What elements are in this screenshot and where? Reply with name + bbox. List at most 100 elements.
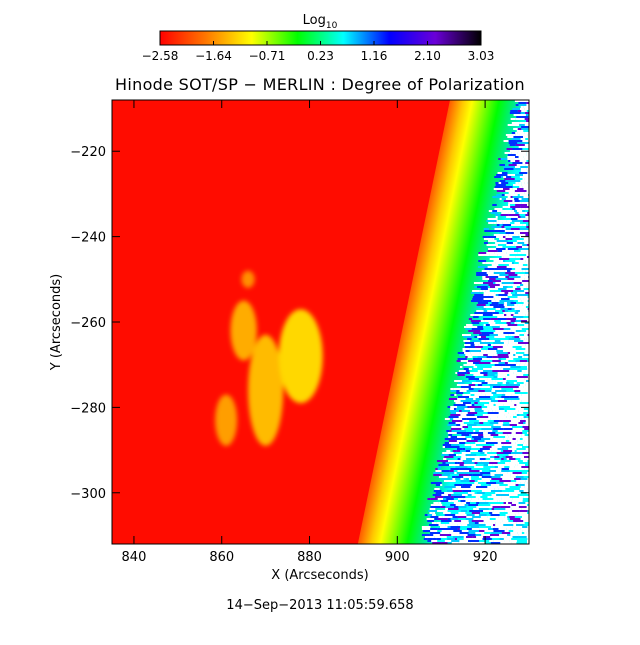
noise-streak xyxy=(482,446,492,448)
noise-streak xyxy=(508,334,511,336)
noise-streak xyxy=(433,502,439,504)
noise-streak xyxy=(512,208,516,210)
noise-streak xyxy=(505,236,513,238)
noise-streak xyxy=(458,542,468,544)
noise-streak xyxy=(519,456,525,458)
noise-streak xyxy=(496,194,502,196)
noise-streak xyxy=(483,370,493,372)
noise-streak xyxy=(524,318,529,320)
noise-streak xyxy=(460,386,471,388)
noise-streak xyxy=(526,104,529,106)
noise-streak xyxy=(433,472,441,474)
noise-streak xyxy=(457,528,460,530)
noise-streak xyxy=(518,418,522,420)
noise-streak xyxy=(498,304,504,306)
noise-streak xyxy=(424,514,428,516)
noise-streak xyxy=(492,506,501,508)
noise-streak xyxy=(467,534,476,536)
noise-streak xyxy=(476,536,483,538)
noise-streak xyxy=(508,214,520,216)
noise-streak xyxy=(504,414,514,416)
noise-streak xyxy=(463,498,472,500)
colorbar-tick-label: 0.23 xyxy=(307,49,334,63)
noise-streak xyxy=(528,434,529,436)
noise-streak xyxy=(495,522,501,524)
noise-streak xyxy=(450,496,454,498)
noise-streak xyxy=(509,540,517,542)
noise-streak xyxy=(509,396,519,398)
noise-streak xyxy=(488,484,491,486)
noise-streak xyxy=(487,354,494,356)
noise-streak xyxy=(512,286,517,288)
noise-streak xyxy=(474,408,482,410)
noise-streak xyxy=(508,212,516,214)
noise-streak xyxy=(432,538,437,540)
noise-streak xyxy=(505,514,516,516)
noise-streak xyxy=(493,524,496,526)
noise-streak xyxy=(512,294,523,296)
noise-streak xyxy=(491,366,502,368)
noise-streak xyxy=(494,402,502,404)
noise-streak xyxy=(507,324,518,326)
noise-streak xyxy=(491,476,501,478)
noise-streak xyxy=(468,540,480,542)
noise-streak xyxy=(512,450,515,452)
noise-streak xyxy=(486,350,497,352)
noise-streak xyxy=(523,258,529,260)
noise-streak xyxy=(519,488,528,490)
noise-streak xyxy=(500,542,512,544)
noise-streak xyxy=(513,282,522,284)
noise-streak xyxy=(515,438,520,440)
noise-streak xyxy=(504,168,514,170)
noise-streak xyxy=(441,520,452,522)
noise-streak xyxy=(508,338,521,340)
noise-streak xyxy=(518,146,526,148)
noise-streak xyxy=(438,502,442,504)
noise-streak xyxy=(517,152,527,154)
noise-streak xyxy=(514,222,521,224)
chart-title: Hinode SOT/SP − MERLIN : Degree of Polar… xyxy=(115,75,525,94)
noise-streak xyxy=(498,434,508,436)
noise-streak xyxy=(494,298,502,300)
noise-streak xyxy=(502,424,510,426)
noise-streak xyxy=(497,172,502,174)
noise-streak xyxy=(512,502,519,504)
noise-streak xyxy=(484,430,493,432)
noise-streak xyxy=(440,484,443,486)
noise-streak xyxy=(499,500,509,502)
noise-streak xyxy=(495,524,504,526)
noise-streak xyxy=(520,112,526,114)
noise-streak xyxy=(451,500,458,502)
noise-streak xyxy=(427,514,433,516)
noise-streak xyxy=(492,370,500,372)
noise-streak xyxy=(493,414,505,416)
noise-streak xyxy=(449,442,460,444)
noise-streak xyxy=(487,432,496,434)
noise-streak xyxy=(527,472,529,474)
noise-streak xyxy=(513,530,523,532)
noise-streak xyxy=(524,418,528,420)
noise-streak xyxy=(508,234,519,236)
noise-streak xyxy=(522,240,527,242)
noise-streak xyxy=(522,104,527,106)
noise-streak xyxy=(512,236,520,238)
noise-streak xyxy=(460,360,469,362)
noise-streak xyxy=(525,208,529,210)
noise-streak xyxy=(499,198,502,200)
noise-streak xyxy=(483,310,488,312)
noise-streak xyxy=(498,488,506,490)
active-region xyxy=(215,394,238,446)
noise-streak xyxy=(527,308,529,310)
noise-streak xyxy=(516,322,525,324)
noise-streak xyxy=(488,348,498,350)
noise-streak xyxy=(486,488,495,490)
noise-streak xyxy=(481,340,486,342)
noise-streak xyxy=(520,216,526,218)
noise-streak xyxy=(498,158,501,160)
noise-streak xyxy=(486,530,494,532)
noise-streak xyxy=(509,112,521,114)
noise-streak xyxy=(522,526,528,528)
noise-streak xyxy=(487,266,497,268)
noise-streak xyxy=(491,392,497,394)
active-region xyxy=(241,270,255,288)
